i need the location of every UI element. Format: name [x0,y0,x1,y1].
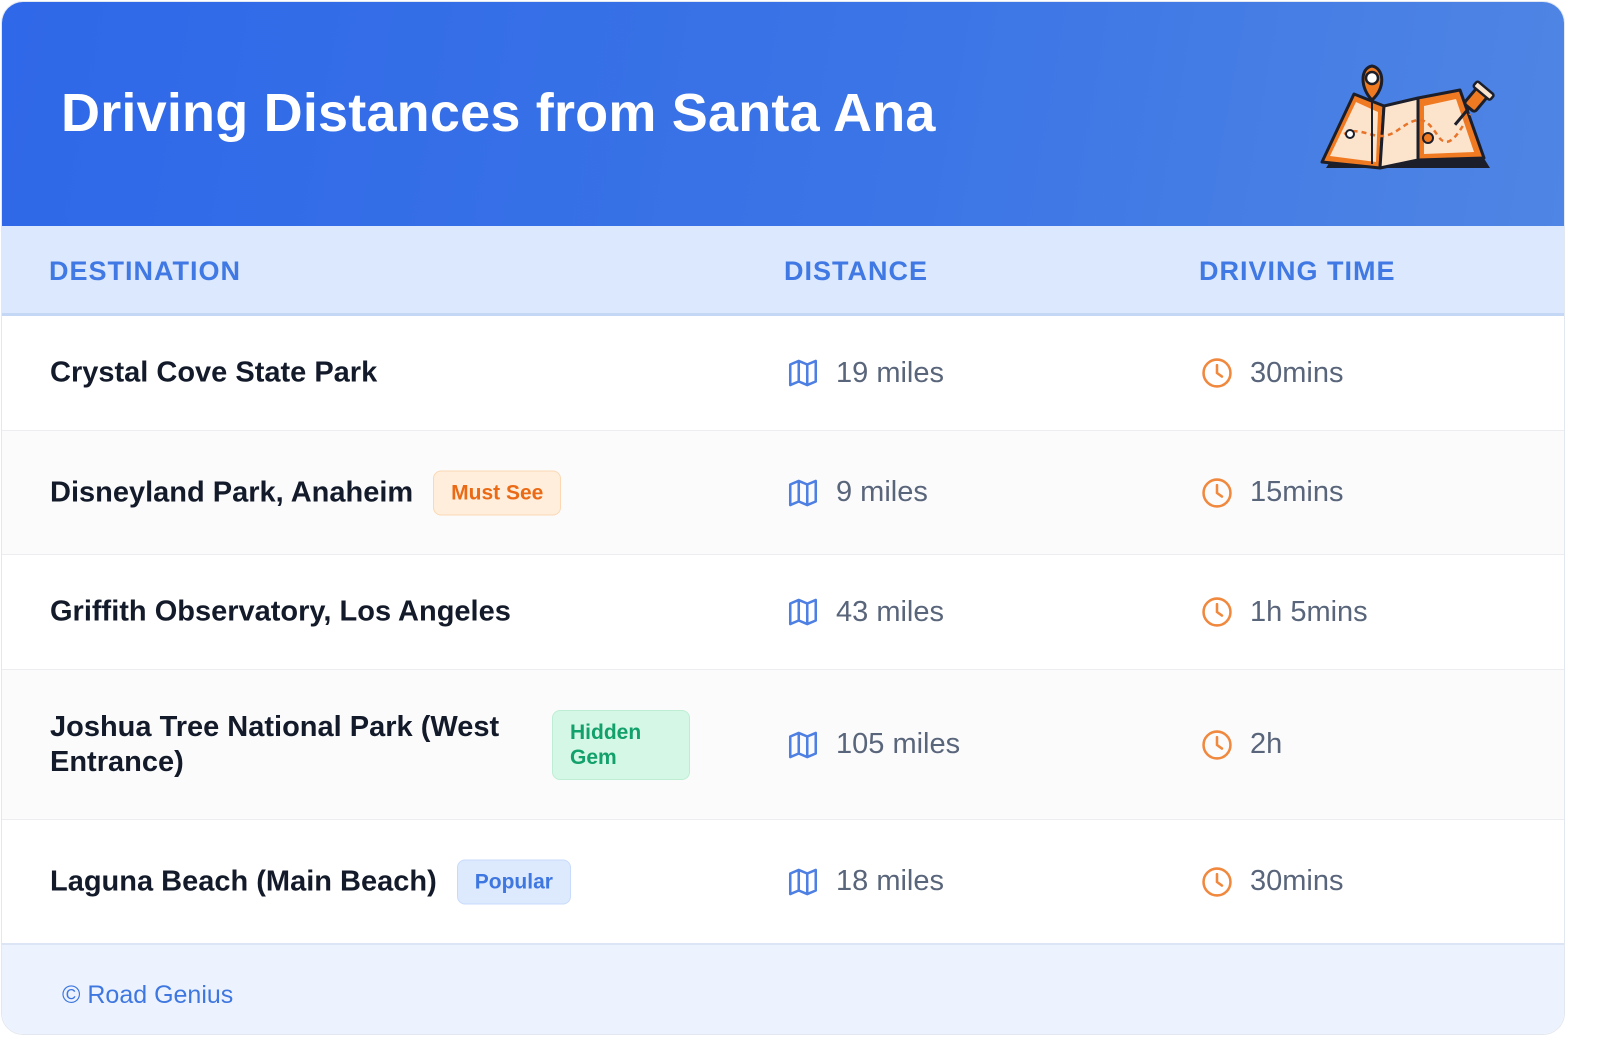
driving-time-value: 15mins [1250,476,1344,508]
map-icon [788,868,818,895]
map-icon [788,359,818,387]
destination-name: Disneyland Park, Anaheim [50,476,414,508]
table-row: Disneyland Park, Anaheim Must See 9 mile… [2,431,1564,555]
distance-card: Driving Distances from Santa Ana DESTINA… [1,1,1565,1035]
driving-time-value: 30mins [1250,356,1344,389]
column-header-destination: DESTINATION [49,256,241,286]
page-title: Driving Distances from Santa Ana [61,83,936,143]
destination-table-body: Crystal Cove State Park 19 miles 30mins … [2,316,1564,943]
footer-credit: © Road Genius [62,981,234,1009]
table-row: Joshua Tree National Park (West Entrance… [2,670,1564,820]
distance-value: 18 miles [836,865,944,897]
clock-icon [1202,358,1232,388]
clock-icon [1202,729,1232,760]
clock-icon [1202,866,1232,897]
card-header: Driving Distances from Santa Ana [2,2,1564,226]
destination-name: Crystal Cove State Park [50,356,378,389]
distance-value: 105 miles [836,728,961,760]
driving-time-value: 30mins [1250,865,1344,897]
destination-name: Griffith Observatory, Los Angeles [50,595,511,628]
table-row: Griffith Observatory, Los Angeles 43 mil… [2,555,1564,670]
map-icon [788,731,818,758]
distance-value: 19 miles [836,356,944,389]
distance-value: 9 miles [836,476,928,508]
distance-value: 43 miles [836,595,944,628]
column-header-driving-time: DRIVING TIME [1199,256,1396,286]
destination-name: Laguna Beach (Main Beach) [50,865,437,897]
must-see-badge: Must See [433,470,562,515]
map-icon [788,598,818,626]
table-row: Crystal Cove State Park 19 miles 30mins [2,316,1564,431]
column-header-distance: DISTANCE [784,256,929,286]
table-header: DESTINATION DISTANCE DRIVING TIME [2,226,1564,316]
clock-icon [1202,477,1232,508]
destination-name: Joshua Tree National Park (West Entrance… [50,710,500,778]
folded-map-with-pin-icon [1320,64,1495,170]
clock-icon [1202,597,1232,627]
driving-time-value: 2h [1250,728,1283,760]
hidden-gem-badge: Hidden Gem [552,709,690,780]
driving-time-value: 1h 5mins [1250,595,1368,628]
map-icon [788,479,818,506]
card-footer: © Road Genius [2,943,1564,1034]
table-row: Laguna Beach (Main Beach) Popular 18 mil… [2,820,1564,943]
popular-badge: Popular [456,859,571,904]
